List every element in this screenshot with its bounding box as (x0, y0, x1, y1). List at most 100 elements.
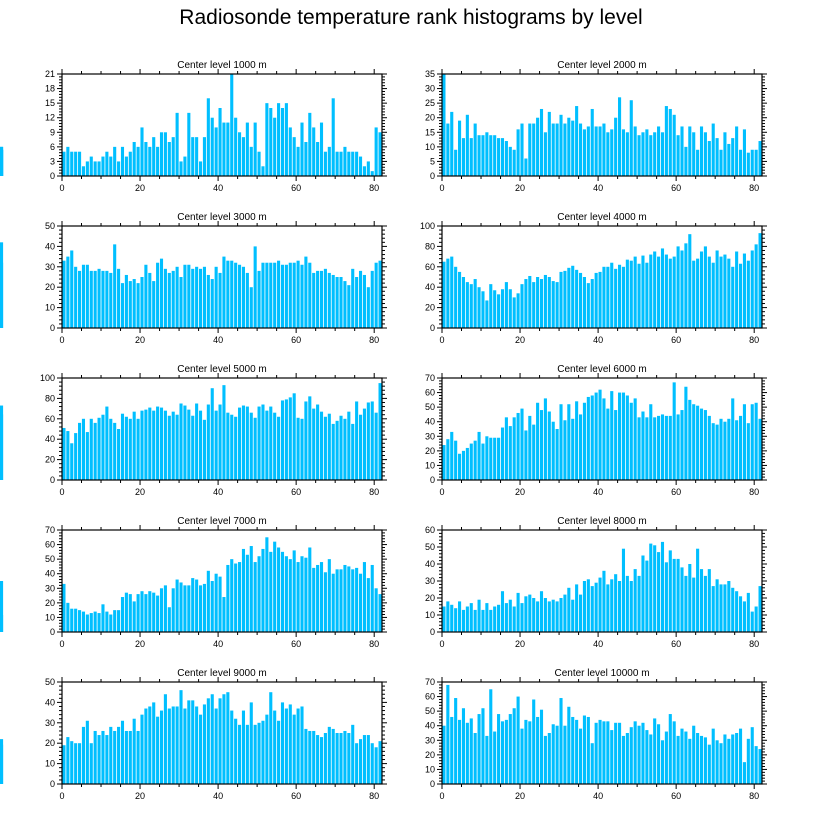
histogram-bar (0, 149, 4, 176)
histogram-bar (261, 404, 265, 480)
histogram-bar (458, 719, 462, 784)
histogram-bar (637, 417, 641, 480)
histogram-bar (746, 260, 750, 328)
histogram-bar (269, 551, 273, 632)
histogram-bar (653, 132, 657, 176)
histogram-bar (649, 543, 653, 632)
histogram-bar (284, 399, 288, 480)
histogram-bar (265, 714, 269, 784)
histogram-bar (97, 417, 101, 480)
histogram-bar (723, 734, 727, 784)
y-tick-label: 18 (45, 84, 55, 94)
histogram-bar (516, 412, 520, 480)
histogram-bar (319, 122, 324, 176)
histogram-bar (265, 537, 269, 632)
histogram-bar (70, 741, 74, 784)
histogram-bar (458, 271, 462, 328)
histogram-bar (699, 251, 704, 328)
histogram-bar (109, 272, 113, 328)
histogram-bar (120, 720, 125, 784)
histogram-bar (567, 404, 571, 480)
histogram-bar (489, 437, 493, 480)
histogram-bar (723, 584, 727, 632)
x-tick-label: 80 (749, 791, 759, 801)
histogram-bar (355, 743, 359, 784)
panel-8: Center level 8000 m 0 20 40 60 80 0 10 20 30 40 50 6… (0, 516, 767, 649)
y-tick-label: 6 (50, 142, 55, 152)
histogram-bar (89, 613, 93, 632)
histogram-bar (657, 256, 661, 328)
histogram-bar (308, 112, 312, 176)
histogram-bar (731, 266, 735, 328)
histogram-bar (171, 706, 175, 784)
histogram-bar (300, 418, 304, 480)
histogram-bar (598, 271, 602, 328)
histogram-bar (245, 122, 249, 176)
histogram-bar (191, 578, 195, 632)
histogram-bar (512, 149, 516, 176)
histogram-bar (493, 437, 497, 480)
histogram-bar (280, 551, 285, 632)
histogram-bar (715, 424, 719, 480)
histogram-bar (629, 402, 633, 480)
histogram-bar (74, 608, 78, 632)
histogram-bar (657, 724, 661, 784)
histogram-bar (89, 270, 93, 328)
histogram-bar (754, 149, 758, 176)
y-tick-label: 10 (425, 460, 435, 470)
histogram-bar (688, 126, 692, 176)
histogram-bar (602, 266, 606, 328)
y-tick-label: 50 (425, 402, 435, 412)
histogram-bar (66, 256, 70, 328)
histogram-bar (0, 744, 4, 784)
histogram-bar (707, 415, 711, 480)
histogram-bar (218, 108, 222, 176)
histogram-bar (374, 412, 378, 480)
histogram-bar (657, 126, 661, 176)
histogram-bar (253, 122, 257, 176)
histogram-bar (312, 567, 316, 632)
histogram-bar (93, 422, 97, 480)
histogram-bar (473, 609, 477, 632)
y-tick-label: 20 (45, 738, 55, 748)
histogram-bar (148, 146, 152, 176)
histogram-bar (563, 420, 567, 480)
y-tick-label: 60 (425, 388, 435, 398)
histogram-bar (500, 591, 505, 632)
histogram-bar (551, 599, 555, 632)
y-tick-label: 40 (45, 569, 55, 579)
histogram-bar (555, 282, 559, 328)
plot-frame (441, 73, 763, 177)
histogram-bar (621, 266, 626, 328)
histogram-bar (132, 718, 136, 784)
histogram-bar (105, 735, 109, 784)
histogram-bar (668, 415, 672, 480)
histogram-bar (210, 279, 214, 328)
histogram-bar (241, 548, 246, 632)
histogram-bar (692, 404, 696, 480)
histogram-bar (563, 594, 567, 632)
x-tick-label: 40 (593, 791, 603, 801)
histogram-bar (148, 706, 152, 784)
histogram-bar (532, 424, 536, 480)
x-tick-label: 40 (213, 791, 223, 801)
histogram-bar (355, 277, 359, 328)
panel-7: Center level 7000 m 0 20 40 60 80 0 10 20 30 40 50 6… (0, 516, 387, 649)
histogram-bar (446, 601, 450, 632)
histogram-bar (746, 152, 750, 176)
histogram-bar (214, 127, 218, 176)
histogram-bar (590, 108, 594, 176)
y-tick-label: 0 (430, 323, 435, 333)
y-tick-label: 9 (50, 127, 55, 137)
histogram-bar (645, 560, 649, 632)
histogram-bar (230, 260, 234, 328)
histogram-bar (117, 726, 121, 784)
histogram-bar (136, 594, 140, 632)
histogram-bar (113, 422, 117, 480)
histogram-bar (195, 403, 199, 480)
histogram-bar (559, 114, 563, 176)
histogram-bar (362, 166, 366, 176)
y-tick-label: 0 (430, 627, 435, 637)
histogram-bar (738, 263, 743, 328)
histogram-bar (618, 97, 622, 176)
